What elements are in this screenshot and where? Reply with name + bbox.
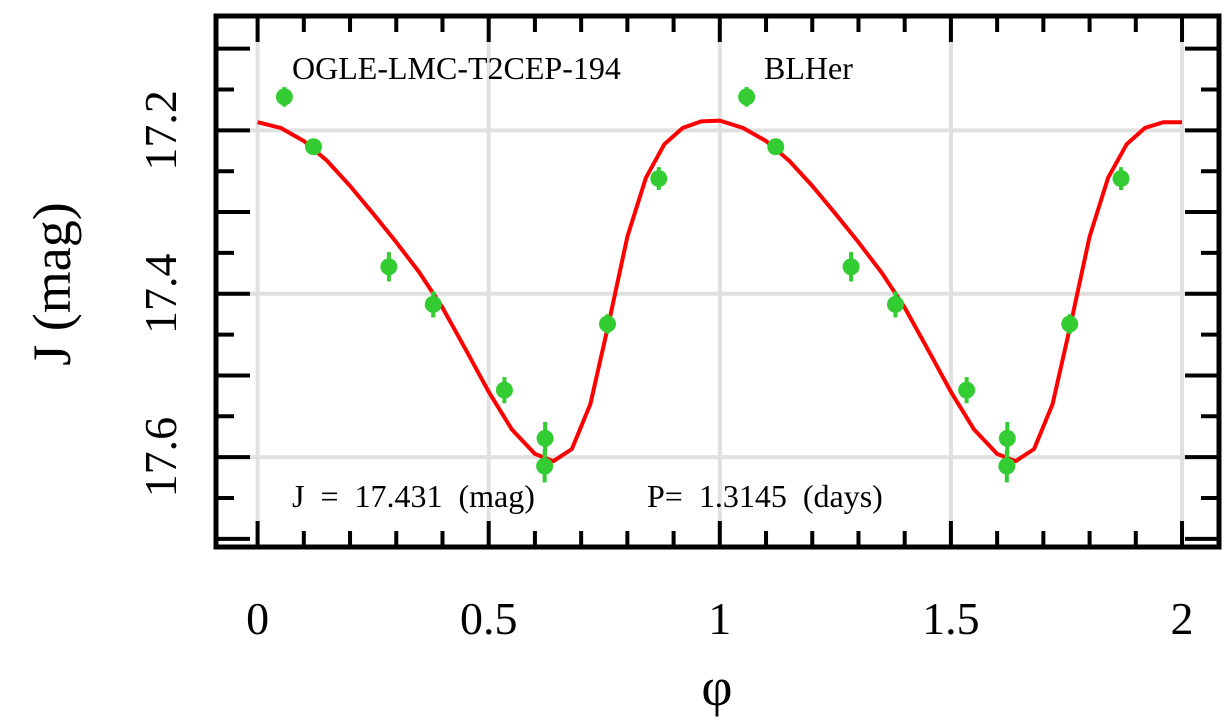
data-point [738,88,756,106]
x-tick-label: 1 [708,593,731,644]
data-point [767,138,785,156]
star-type: BLHer [764,50,853,86]
fit-layer [257,118,1182,464]
data-point [1112,170,1130,188]
data-point [424,295,442,313]
x-tick-labels: 0 0.5 1 1.5 2 [246,593,1193,644]
data-point [536,457,554,475]
data-point [305,138,323,156]
star-name: OGLE-LMC-T2CEP-194 [292,50,621,86]
ticks-layer [216,16,1219,547]
grid-layer [216,16,1219,547]
data-point [495,381,513,399]
y-axis-title: J (mag) [22,202,82,365]
data-point [1061,315,1079,333]
y-tick-labels: 17.2 17.4 17.6 [135,90,186,497]
data-point [598,315,616,333]
data-point [998,457,1016,475]
data-point [380,258,398,276]
data-point [536,429,554,447]
data-point [886,295,904,313]
data-point [842,258,860,276]
x-tick-label: 2 [1171,593,1194,644]
data-point [958,381,976,399]
data-point [275,88,293,106]
points-layer [275,87,1130,483]
data-point [998,429,1016,447]
y-tick-label: 17.6 [135,417,186,498]
y-tick-label: 17.2 [135,90,186,171]
fit-curve [257,118,1182,464]
plot-frame [213,13,1222,550]
x-tick-label: 1.5 [922,593,980,644]
y-tick-label: 17.4 [135,254,186,335]
period: P= 1.3145 (days) [647,478,883,514]
x-axis-title: φ [701,657,732,717]
x-tick-label: 0 [246,593,269,644]
mean-magnitude: J = 17.431 (mag) [292,478,535,514]
x-tick-label: 0.5 [460,593,518,644]
data-point [650,170,668,188]
